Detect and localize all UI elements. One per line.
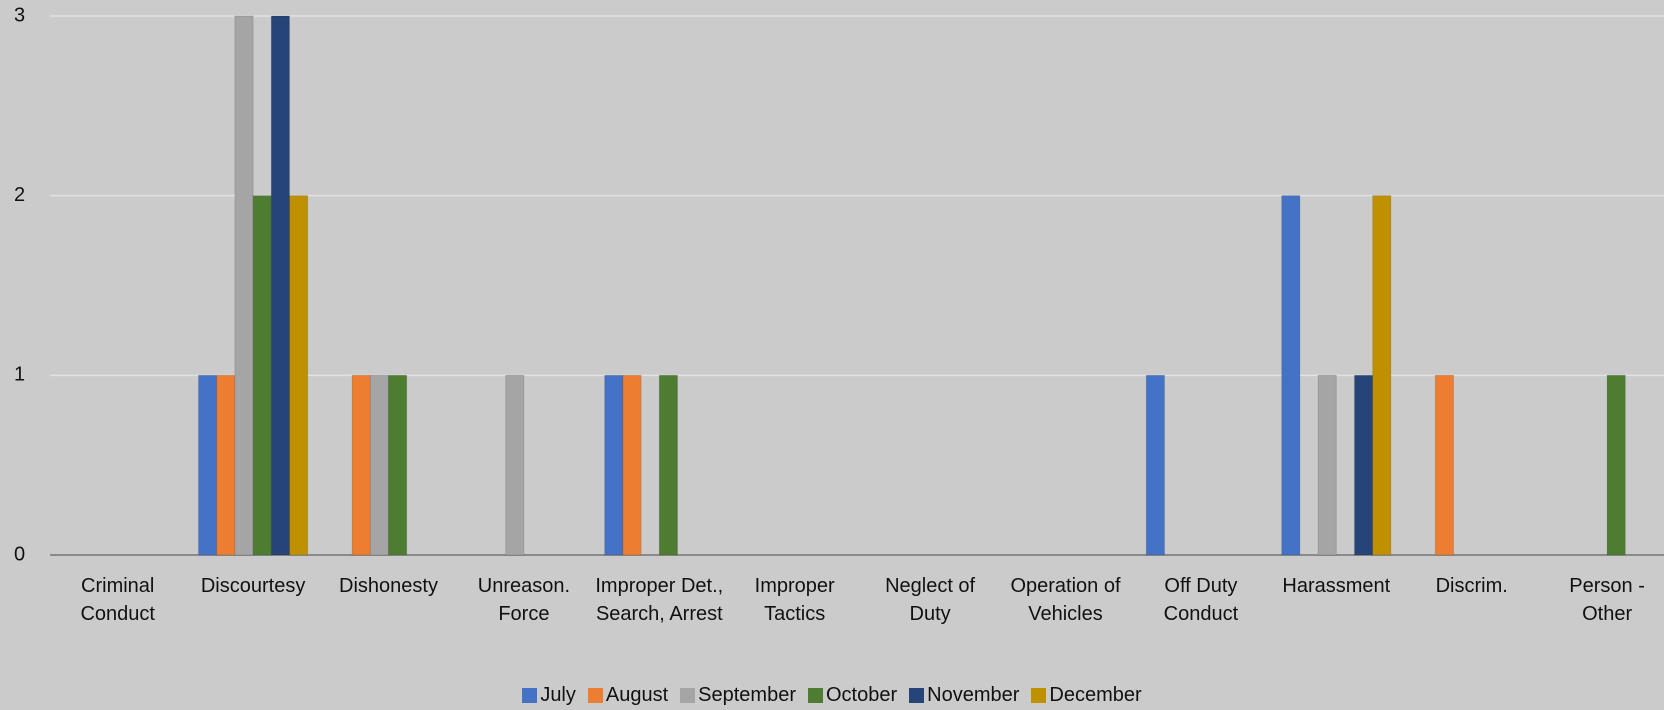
bar (505, 374, 525, 556)
legend-swatch (909, 688, 925, 703)
bar (252, 195, 272, 556)
bar (198, 374, 218, 556)
x-tick-label: Operation of Vehicles (1010, 575, 1121, 625)
legend-label: December (1049, 684, 1142, 706)
legend-item: November (909, 684, 1019, 707)
legend-item: July (522, 684, 576, 707)
bar (604, 374, 624, 556)
bar (1317, 374, 1337, 556)
y-tick-label: 2 (14, 184, 25, 206)
x-tick-label: Criminal Conduct (80, 575, 155, 625)
bar (270, 15, 290, 556)
x-tick-label: Harassment (1282, 575, 1391, 597)
legend-swatch (680, 688, 696, 703)
x-tick-label: Off Duty Conduct (1163, 575, 1239, 625)
bar (351, 374, 371, 556)
bar (1145, 374, 1165, 556)
bar (234, 15, 254, 556)
plot: 0 1 2 3 (14, 4, 1664, 565)
legend-swatch (808, 688, 823, 703)
legend-item: October (808, 684, 897, 707)
x-tick-label: Improper Tactics (754, 575, 835, 625)
legend-item: December (1031, 684, 1142, 707)
legend-label: July (540, 684, 576, 706)
legend-label: October (826, 684, 898, 706)
bar (1281, 195, 1301, 556)
y-tick-label: 1 (14, 364, 25, 386)
bar (622, 374, 642, 556)
legend-swatch (587, 688, 603, 703)
bar (388, 374, 408, 556)
x-tick-label: Discourtesy (200, 575, 306, 597)
bar (1434, 374, 1454, 556)
legend-label: November (927, 684, 1020, 706)
bar (289, 195, 309, 556)
bar (1372, 195, 1392, 556)
bar (1606, 374, 1626, 556)
bar (658, 374, 678, 556)
legend: July August September October November Decemb… (0, 684, 1664, 707)
bar (216, 374, 236, 556)
x-tick-label: Unreason. Force (477, 575, 571, 625)
bar (1354, 374, 1374, 556)
x-tick-label: Person - Other (1569, 575, 1645, 625)
legend-label: September (698, 684, 796, 706)
legend-label: August (605, 684, 669, 706)
legend-swatch (1031, 688, 1047, 703)
y-tick-label: 3 (14, 4, 25, 26)
x-tick-label: Neglect of Duty (885, 575, 976, 625)
bar (369, 374, 389, 556)
legend-item: September (680, 684, 796, 707)
x-tick-label: Improper Det., Search, Arrest (595, 575, 724, 625)
x-tick-label: Dishonesty (339, 575, 438, 597)
legend-swatch (522, 688, 538, 703)
y-tick-label: 0 (14, 543, 25, 565)
x-tick-label: Discrim. (1435, 575, 1508, 597)
legend-item: August (587, 684, 669, 707)
